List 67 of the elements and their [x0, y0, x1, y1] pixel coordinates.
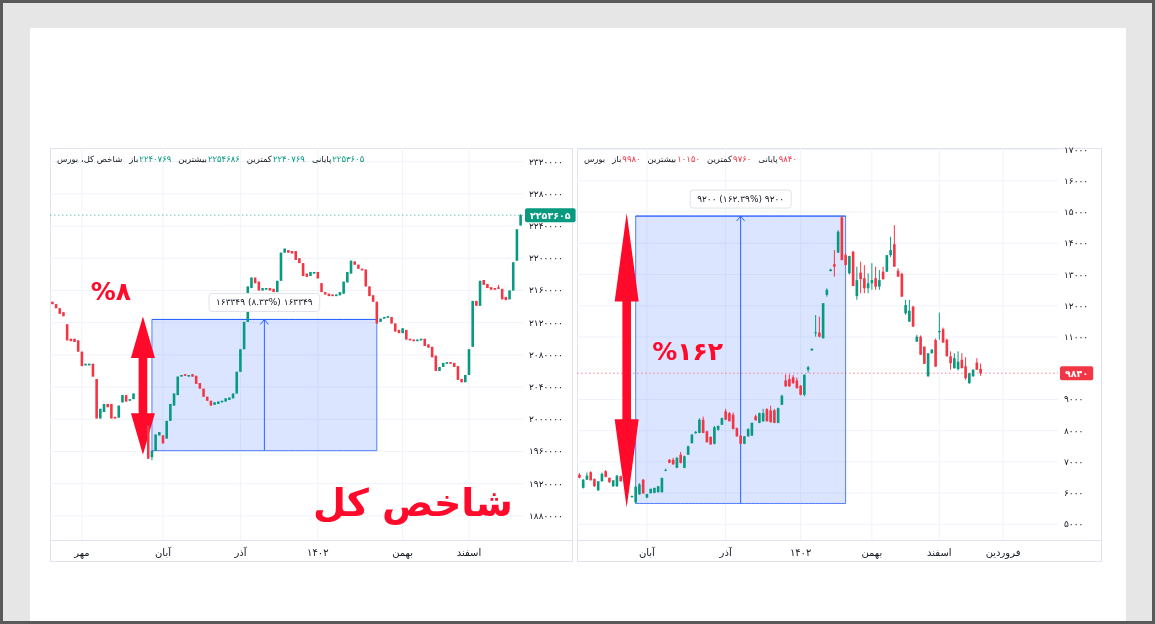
- text: شاخص کل، بورس: [57, 154, 123, 165]
- y-tick-label: ۱۲۰۰۰: [1064, 300, 1089, 311]
- y-tick-label: ۱۹۲۰۰۰۰: [529, 478, 563, 489]
- x-tick-label: بهمن: [392, 546, 414, 559]
- y-tick-label: ۶۰۰۰: [1064, 488, 1084, 499]
- y-tick-label: ۲۲۸۰۰۰۰: [529, 188, 563, 199]
- ref-line-label: ۲۲۵۳۶۰۵: [530, 209, 571, 221]
- annotation: باز۹۹۸۰: [612, 154, 641, 165]
- annotation: %۱۶۲: [652, 336, 724, 366]
- candlestick: [874, 266, 877, 291]
- candlestick: [964, 356, 967, 381]
- x-tick-label: ۱۴۰۲: [789, 546, 812, 558]
- annotation: ۱۶۳۳۴۹ (۸.۳۳%) ۱۶۳۳۴۹: [216, 297, 313, 308]
- annotation: پایانی۹۸۴۰: [758, 154, 797, 165]
- y-tick-label: ۸۰۰۰: [1064, 425, 1084, 436]
- candlestick: [893, 224, 896, 268]
- x-tick-label: آبان: [155, 545, 173, 558]
- y-tick-label: ۲۰۸۰۰۰۰: [529, 349, 563, 360]
- x-tick-label: بهمن: [861, 546, 883, 559]
- y-tick-label: ۱۵۰۰۰: [1064, 207, 1089, 218]
- y-tick-label: ۵۰۰۰: [1064, 519, 1084, 530]
- candlestick: [908, 299, 911, 323]
- candlestick: [878, 269, 881, 291]
- candlestick: [863, 264, 866, 294]
- y-tick-label: ۲۳۲۰۰۰۰: [529, 156, 563, 167]
- y-tick-label: ۲۰۴۰۰۰۰: [529, 382, 563, 393]
- annotation: بیشترین۱۰۱۵۰: [647, 154, 701, 165]
- candlestick: [833, 249, 836, 278]
- x-tick-label: فروردین: [985, 546, 1021, 559]
- annotation: پایانی۲۲۵۳۶۰۵: [311, 154, 365, 165]
- candlestick: [938, 312, 941, 341]
- x-tick-label: اسفند: [456, 546, 482, 558]
- y-tick-label: ۱۸۸۰۰۰۰: [529, 510, 563, 521]
- candlestick: [803, 373, 806, 397]
- candlestick: [239, 348, 242, 373]
- text: شاخص کل: [312, 481, 513, 525]
- x-tick-label: اسفند: [927, 546, 952, 558]
- x-tick-label: آبان: [638, 545, 657, 558]
- candlestick: [814, 314, 817, 338]
- y-tick-label: ۲۲۰۰۰۰۰: [529, 253, 563, 264]
- ref-line-label: ۹۸۴۰: [1065, 367, 1089, 379]
- annotation: بیشترین۲۲۵۴۶۸۶: [178, 154, 240, 165]
- candlestick: [949, 350, 952, 371]
- candlestick: [859, 261, 862, 294]
- y-tick-label: ۱۹۶۰۰۰۰: [529, 446, 563, 457]
- y-tick-label: ۱۴۰۰۰: [1064, 238, 1089, 249]
- x-tick-label: مهر: [73, 546, 90, 559]
- y-tick-label: ۱۱۰۰۰: [1064, 331, 1089, 342]
- y-tick-label: ۱۶۰۰۰: [1064, 175, 1089, 186]
- candlestick: [889, 236, 892, 258]
- x-tick-label: ۱۴۰۲: [307, 546, 329, 558]
- x-tick-label: آذر: [718, 545, 733, 558]
- annotation: %۸: [90, 277, 132, 307]
- y-tick-label: ۷۰۰۰: [1064, 456, 1084, 467]
- y-tick-label: ۲۱۶۰۰۰۰: [529, 285, 563, 296]
- annotation: کمترین۹۷۶۰: [707, 154, 752, 165]
- annotation: کمترین۲۲۴۰۷۶۹: [246, 154, 305, 165]
- y-tick-label: ۲۱۲۰۰۰۰: [529, 317, 563, 328]
- annotation: باز۲۲۴۰۷۶۹: [129, 154, 172, 165]
- y-tick-label: ۱۳۰۰۰: [1064, 269, 1089, 280]
- y-tick-label: ۲۰۰۰۰۰۰: [529, 414, 563, 425]
- y-tick-label: ۲۲۴۰۰۰۰: [529, 221, 563, 232]
- text: بورس: [584, 154, 606, 165]
- y-tick-label: ۹۰۰۰: [1064, 394, 1084, 405]
- x-tick-label: آذر: [233, 545, 248, 558]
- y-tick-label: ۱۷۰۰۰: [1064, 144, 1089, 155]
- annotation: ۹۲۰۰ (۱۶۲.۳۹%) ۹۲۰۰: [697, 194, 785, 205]
